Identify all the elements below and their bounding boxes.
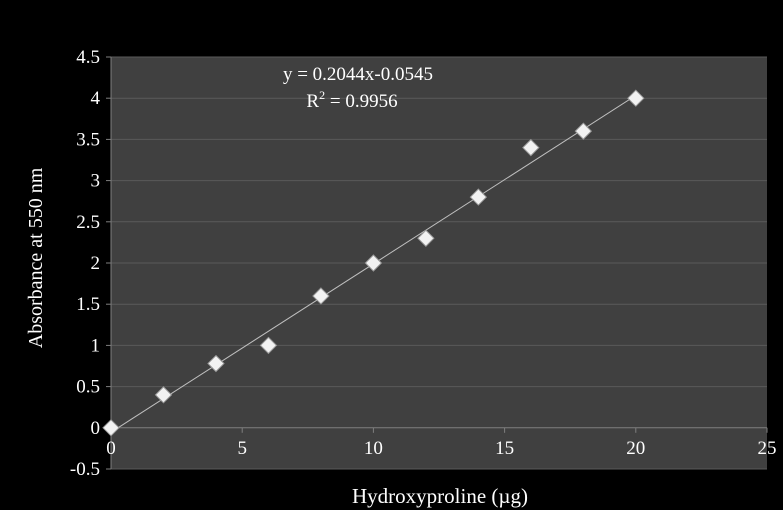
data-point [417, 229, 435, 247]
x-axis-title: Hydroxyproline (µg) [352, 484, 528, 508]
y-tick-label: -0.5 [70, 459, 100, 480]
data-point [574, 122, 593, 140]
x-tick-label: 0 [106, 438, 116, 459]
x-tick-label: 25 [758, 438, 777, 459]
y-tick-label: 1.5 [76, 294, 100, 315]
y-tick-label: 3 [91, 171, 101, 192]
x-tick-label: 10 [364, 438, 383, 459]
data-point [627, 89, 645, 107]
r-squared-label: R2 = 0.9956 [306, 88, 397, 112]
tick-labels: -0.5 0 0.5 1 1.5 2 2.5 3 3.5 4 4.5 0 5 10 15 20 25 [70, 47, 777, 480]
x-tick-label: 15 [495, 438, 514, 459]
x-tick-label: 5 [237, 438, 247, 459]
data-point [522, 138, 540, 157]
grid-lines [111, 56, 767, 470]
y-tick-label: 0.5 [76, 377, 100, 398]
data-point [312, 287, 330, 305]
y-tick-label: 2.5 [76, 212, 100, 233]
data-points [102, 89, 645, 437]
data-point [207, 354, 225, 373]
y-tick-label: 4 [91, 88, 101, 109]
data-point [102, 419, 120, 437]
y-axis-title: Absorbance at 550 nm [25, 167, 47, 348]
trendline-equation: y = 0.2044x-0.0545 [283, 64, 433, 85]
data-point [154, 386, 173, 404]
y-tick-label: 1 [91, 335, 101, 356]
y-tick-label: 2 [91, 253, 101, 274]
y-tick-label: 4.5 [76, 47, 100, 68]
data-point [259, 336, 278, 355]
data-point [364, 254, 383, 272]
data-point [469, 188, 488, 206]
y-tick-label: 3.5 [76, 129, 100, 150]
y-tick-label: 0 [91, 418, 101, 439]
x-tick-label: 20 [626, 438, 645, 459]
